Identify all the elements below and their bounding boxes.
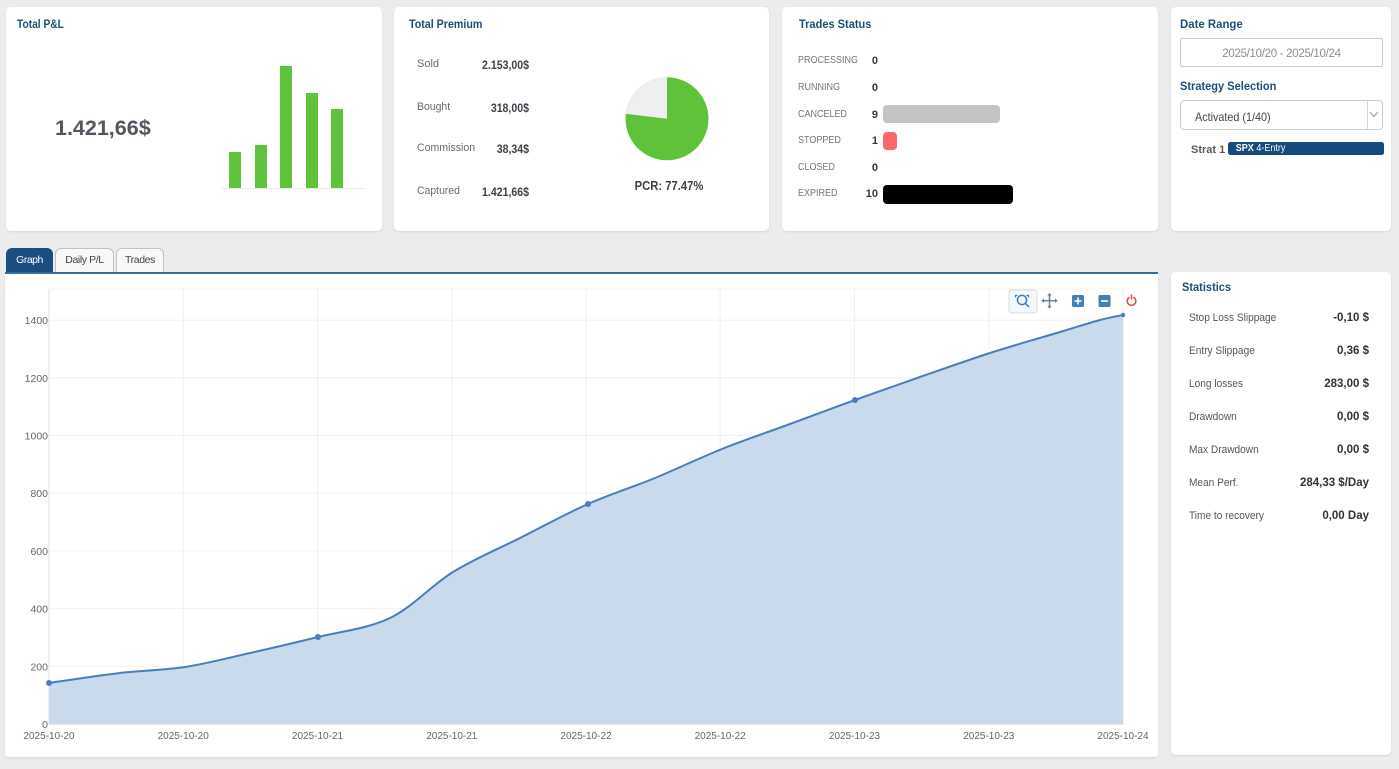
svg-text:2025-10-23: 2025-10-23 bbox=[829, 731, 881, 742]
svg-text:1000: 1000 bbox=[25, 431, 49, 443]
svg-text:1200: 1200 bbox=[25, 373, 49, 385]
svg-text:2025-10-22: 2025-10-22 bbox=[560, 731, 612, 742]
svg-text:2025-10-22: 2025-10-22 bbox=[695, 731, 747, 742]
svg-text:2025-10-21: 2025-10-21 bbox=[292, 731, 344, 742]
svg-text:2025-10-23: 2025-10-23 bbox=[963, 731, 1015, 742]
svg-text:2025-10-24: 2025-10-24 bbox=[1097, 731, 1149, 742]
svg-text:2025-10-20: 2025-10-20 bbox=[23, 731, 75, 742]
svg-text:800: 800 bbox=[30, 488, 48, 500]
svg-text:2025-10-20: 2025-10-20 bbox=[158, 731, 210, 742]
svg-text:600: 600 bbox=[30, 546, 48, 558]
svg-text:0: 0 bbox=[42, 719, 48, 731]
svg-text:2025-10-21: 2025-10-21 bbox=[426, 731, 478, 742]
svg-text:400: 400 bbox=[30, 604, 48, 616]
svg-text:1400: 1400 bbox=[25, 315, 49, 327]
svg-text:200: 200 bbox=[30, 661, 48, 673]
